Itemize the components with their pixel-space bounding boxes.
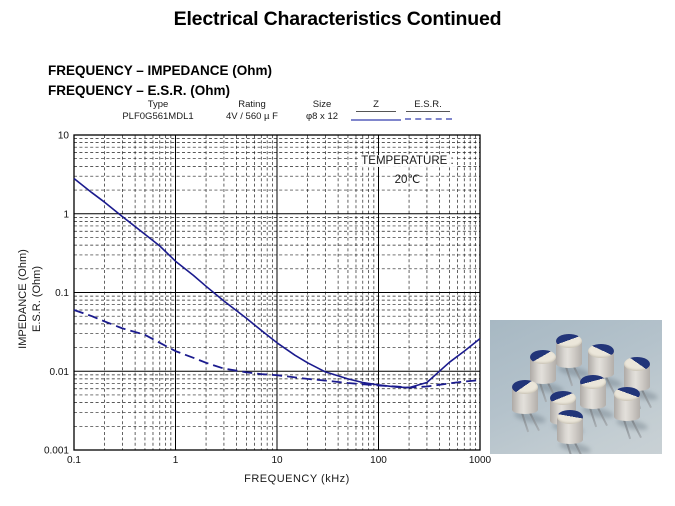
plot-border xyxy=(73,134,481,451)
spec-row-rating: 4V / 560 µ F xyxy=(226,111,278,122)
impedance-esr-chart: 0.1 1 10 100 1000 10 1 0.1 0.01 0.001 xyxy=(44,131,492,467)
x-tick-label: 100 xyxy=(370,455,387,466)
x-tick-label: 1 xyxy=(173,455,179,466)
temperature-annotation: TEMPERATURE : 20℃ xyxy=(350,151,465,186)
esr-curve xyxy=(73,309,481,389)
capacitor-top xyxy=(557,410,583,424)
capacitor-blue-marking xyxy=(556,334,582,348)
spec-col-rating: Rating xyxy=(238,99,266,110)
spec-col-z: Z xyxy=(356,99,396,112)
capacitor xyxy=(556,334,591,390)
capacitor-top xyxy=(580,375,606,389)
y-axis-title-line1: IMPEDANCE (Ohm) xyxy=(17,249,29,349)
spec-col-esr: E.S.R. xyxy=(406,99,450,112)
spec-col-size: Size xyxy=(312,99,332,110)
capacitor-blue-marking xyxy=(580,375,606,389)
capacitor xyxy=(530,350,565,406)
capacitor-blue-marking xyxy=(614,387,640,401)
section-heading-esr: FREQUENCY – E.S.R. (Ohm) xyxy=(48,83,231,98)
x-tick-label: 1000 xyxy=(469,455,492,466)
capacitor-blue-marking xyxy=(530,350,556,364)
x-axis-title: FREQUENCY (kHz) xyxy=(244,473,350,485)
y-axis-title: IMPEDANCE (Ohm) E.S.R. (Ohm) xyxy=(16,219,46,379)
spec-col-type: Type xyxy=(147,99,169,110)
x-tick-label: 0.1 xyxy=(67,455,81,466)
legend-esr-line xyxy=(405,118,452,120)
capacitor-blue-marking xyxy=(624,357,650,371)
temperature-value: 20℃ xyxy=(394,174,421,186)
capacitor-blue-marking xyxy=(550,391,576,405)
y-tick-label: 0.1 xyxy=(55,288,69,299)
capacitor xyxy=(512,380,547,436)
y-axis-title-line2: E.S.R. (Ohm) xyxy=(31,266,43,333)
x-tick-label: 10 xyxy=(271,455,283,466)
capacitor-top xyxy=(624,357,650,371)
capacitor xyxy=(588,344,623,400)
page-title: Electrical Characteristics Continued xyxy=(173,8,502,30)
y-tick-label: 0.01 xyxy=(50,367,70,378)
y-tick-label: 1 xyxy=(63,209,69,220)
capacitor-blue-marking xyxy=(512,380,538,394)
capacitor-top xyxy=(556,334,582,348)
capacitor xyxy=(624,357,659,413)
y-tick-label: 0.001 xyxy=(44,446,69,457)
spec-row-size: φ8 x 12 xyxy=(305,111,339,122)
capacitor-top xyxy=(588,344,614,358)
capacitor-top xyxy=(614,387,640,401)
capacitor-photo xyxy=(490,320,662,454)
capacitor xyxy=(614,387,649,443)
y-tick-label: 10 xyxy=(58,131,70,142)
capacitor xyxy=(557,410,592,454)
capacitor-top xyxy=(512,380,538,394)
section-heading-impedance: FREQUENCY – IMPEDANCE (Ohm) xyxy=(48,63,273,78)
capacitor xyxy=(580,375,615,431)
temperature-label: TEMPERATURE : xyxy=(358,155,457,167)
capacitor-blue-marking xyxy=(557,410,583,424)
spec-row-type: PLF0G561MDL1 xyxy=(122,111,194,122)
capacitor-top xyxy=(530,350,556,364)
capacitor-blue-marking xyxy=(588,344,614,358)
legend-z-line xyxy=(351,119,401,122)
capacitor-top xyxy=(550,391,576,405)
